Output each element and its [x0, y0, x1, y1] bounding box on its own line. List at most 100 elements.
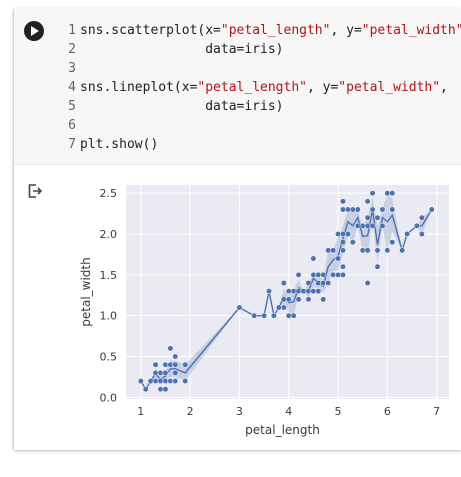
line-number: 2 — [68, 42, 76, 57]
code-line[interactable]: 1 sns.scatterplot(x="petal_length", y="pe… — [54, 21, 461, 40]
code-line[interactable]: 6 — [54, 116, 459, 135]
data-point — [295, 288, 302, 295]
line-number: 6 — [68, 118, 76, 133]
code-string: "petal_width" — [338, 80, 441, 95]
y-tick-label: 0.0 — [100, 391, 118, 404]
data-point — [300, 288, 307, 295]
data-point — [275, 304, 282, 311]
data-point — [389, 239, 396, 246]
data-point — [364, 280, 371, 286]
data-point — [310, 288, 317, 295]
x-tick-label: 7 — [433, 405, 440, 418]
code-string: "petal_length" — [220, 23, 331, 38]
data-point — [182, 361, 189, 368]
x-tick-label: 5 — [335, 405, 342, 418]
data-point — [236, 304, 243, 311]
line-number: 1 — [68, 23, 76, 38]
data-point — [369, 222, 376, 229]
data-point — [162, 361, 169, 368]
data-point — [384, 190, 391, 197]
cell-output: 1 2 3 4 5 6 7 0.0 0.5 1.0 1.5 2.0 2.5 petal_length pet… — [14, 164, 461, 450]
confidence-band — [140, 193, 432, 390]
data-point — [340, 206, 346, 213]
data-point — [320, 280, 327, 286]
code-text: sns.lineplot(x= — [80, 80, 198, 95]
code-string: "petal_width" — [361, 23, 461, 38]
code-text: data=iris) — [80, 99, 284, 114]
code-line[interactable]: 7 plt.show() — [54, 135, 459, 154]
data-point — [172, 361, 179, 368]
code-editor[interactable]: 1 sns.scatterplot(x="petal_length", y="pe… — [54, 21, 461, 154]
data-point — [152, 361, 159, 368]
output-exit-icon[interactable] — [28, 184, 42, 198]
data-point — [315, 271, 322, 278]
x-axis-label: petal_length — [245, 423, 320, 437]
data-point — [172, 353, 179, 360]
code-text: , y= — [306, 80, 339, 95]
data-point — [162, 369, 169, 376]
data-point — [418, 214, 425, 221]
data-point — [285, 288, 292, 295]
y-tick-label: 2.0 — [100, 228, 118, 241]
code-text: data=iris) — [80, 42, 284, 57]
data-point — [152, 369, 159, 376]
play-circle-icon[interactable] — [24, 21, 44, 41]
data-point — [340, 247, 346, 254]
code-text: sns.scatterplot(x= — [80, 23, 221, 38]
data-point — [325, 280, 332, 286]
code-line[interactable]: 3 — [54, 59, 459, 78]
data-point — [335, 255, 341, 262]
data-point — [364, 222, 371, 229]
data-point — [354, 222, 361, 229]
data-point — [251, 312, 258, 319]
data-point — [335, 271, 341, 278]
data-point — [285, 296, 292, 303]
data-point — [167, 361, 174, 368]
data-point — [147, 378, 154, 384]
data-point — [340, 271, 346, 278]
data-point — [389, 206, 396, 213]
code-line[interactable]: 2 data=iris) — [54, 40, 459, 59]
data-point — [359, 222, 366, 229]
data-point — [310, 255, 317, 262]
data-point — [364, 247, 371, 254]
x-tick-label: 3 — [236, 405, 243, 418]
data-point — [340, 231, 346, 237]
data-point — [335, 231, 341, 237]
data-point — [359, 247, 366, 254]
data-point — [325, 247, 332, 254]
data-point — [295, 271, 302, 278]
data-point — [344, 231, 351, 237]
data-point — [182, 378, 189, 384]
data-point — [330, 271, 337, 278]
data-point — [137, 378, 144, 384]
data-point — [384, 247, 391, 254]
data-point — [280, 296, 287, 303]
code-string: "petal_length" — [197, 80, 307, 95]
data-point — [285, 312, 292, 319]
data-point — [162, 386, 169, 393]
data-point — [167, 345, 174, 352]
data-point — [157, 378, 164, 384]
data-point — [172, 378, 179, 384]
code-line[interactable]: 5 data=iris) — [54, 97, 459, 116]
x-tick-label: 4 — [285, 405, 292, 418]
data-point — [261, 312, 268, 319]
line-number: 5 — [68, 99, 76, 114]
data-point — [305, 280, 312, 286]
data-point — [290, 288, 297, 295]
data-point — [399, 247, 406, 254]
data-point — [364, 198, 371, 205]
notebook-code-cell[interactable]: 1 sns.scatterplot(x="petal_length", y="pe… — [14, 8, 461, 450]
data-point — [320, 271, 327, 278]
x-tick-label: 1 — [137, 405, 144, 418]
x-tick-label: 2 — [187, 405, 194, 418]
data-point — [340, 198, 346, 205]
data-point — [310, 271, 317, 278]
data-point — [369, 206, 376, 213]
code-line[interactable]: 4 sns.lineplot(x="petal_length", y="petal… — [54, 78, 459, 97]
data-point — [374, 263, 381, 270]
data-point — [315, 288, 322, 295]
y-tick-label: 1.5 — [100, 269, 118, 282]
data-point — [418, 231, 425, 237]
